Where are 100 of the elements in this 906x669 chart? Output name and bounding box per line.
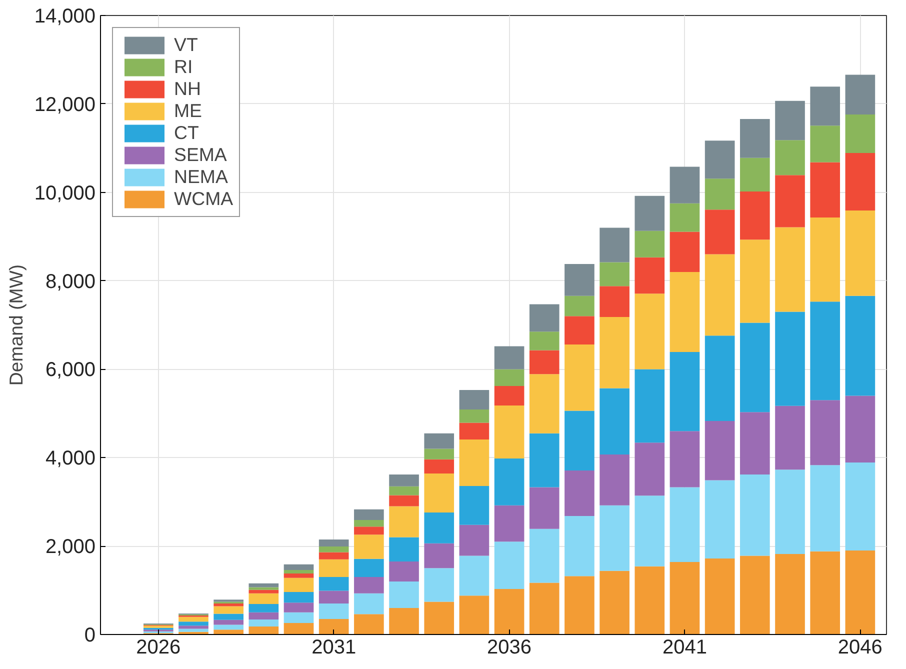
bar bbox=[670, 166, 700, 204]
bar bbox=[494, 405, 524, 459]
bar bbox=[704, 140, 735, 179]
bar bbox=[845, 114, 876, 154]
bar bbox=[248, 604, 279, 612]
bar bbox=[529, 374, 560, 434]
bar bbox=[354, 577, 384, 594]
bar bbox=[564, 516, 594, 576]
bar bbox=[354, 558, 384, 578]
bar bbox=[424, 448, 454, 460]
bar bbox=[670, 272, 700, 352]
bar bbox=[284, 573, 314, 578]
bar bbox=[318, 577, 349, 591]
bar bbox=[284, 623, 314, 634]
bar bbox=[459, 524, 490, 556]
bar bbox=[214, 620, 244, 625]
bar bbox=[354, 593, 384, 614]
bar bbox=[845, 550, 876, 634]
bar bbox=[318, 604, 349, 620]
bar bbox=[810, 400, 840, 466]
bar bbox=[529, 528, 560, 583]
y-tick-label: 8,000 bbox=[45, 270, 96, 293]
bar bbox=[354, 534, 384, 559]
bar bbox=[564, 410, 594, 470]
bar bbox=[214, 630, 244, 634]
bar bbox=[529, 332, 560, 350]
bar bbox=[178, 626, 208, 629]
bar bbox=[424, 602, 454, 634]
legend-label: SEMA bbox=[174, 144, 227, 166]
bar bbox=[670, 431, 700, 488]
bar bbox=[810, 162, 840, 218]
y-tick-label: 12,000 bbox=[34, 94, 96, 116]
bar bbox=[494, 346, 524, 370]
bar bbox=[634, 294, 665, 370]
bar bbox=[670, 352, 700, 432]
bar bbox=[704, 420, 735, 480]
bar bbox=[704, 480, 735, 558]
bar bbox=[354, 520, 384, 527]
bar bbox=[178, 622, 208, 626]
legend-label: CT bbox=[174, 122, 199, 144]
bar bbox=[459, 486, 490, 525]
bar bbox=[494, 588, 524, 634]
bar bbox=[389, 581, 419, 608]
bar bbox=[248, 612, 279, 620]
bar bbox=[600, 505, 630, 571]
bar bbox=[248, 626, 279, 634]
bar bbox=[459, 556, 490, 596]
bar bbox=[248, 593, 279, 604]
bar bbox=[775, 175, 805, 228]
bar bbox=[529, 350, 560, 374]
y-tick-label: 4,000 bbox=[45, 448, 96, 470]
bar bbox=[318, 559, 349, 578]
bar bbox=[670, 232, 700, 272]
bar bbox=[810, 465, 840, 552]
x-tick-label: 2041 bbox=[662, 636, 707, 658]
bar bbox=[704, 210, 735, 254]
bar bbox=[494, 542, 524, 589]
bar bbox=[634, 566, 665, 634]
bar bbox=[318, 590, 349, 604]
legend-label: WCMA bbox=[174, 188, 234, 210]
legend-label: RI bbox=[174, 56, 194, 78]
bar bbox=[318, 539, 349, 547]
legend-label: ME bbox=[174, 100, 202, 122]
bar bbox=[564, 470, 594, 516]
bar bbox=[600, 454, 630, 506]
bar bbox=[529, 304, 560, 332]
bar bbox=[529, 487, 560, 529]
bar bbox=[740, 474, 770, 556]
bar bbox=[248, 583, 279, 588]
bar bbox=[284, 602, 314, 612]
y-tick-label: 14,000 bbox=[34, 6, 96, 28]
bar bbox=[810, 302, 840, 400]
bar bbox=[564, 296, 594, 316]
bar bbox=[354, 509, 384, 520]
bar bbox=[600, 317, 630, 388]
bar bbox=[459, 390, 490, 410]
bar bbox=[845, 462, 876, 550]
bar bbox=[494, 505, 524, 542]
bar bbox=[214, 624, 244, 630]
bar bbox=[459, 440, 490, 486]
bar bbox=[318, 552, 349, 560]
bar bbox=[845, 396, 876, 463]
bar bbox=[459, 422, 490, 440]
bar bbox=[214, 606, 244, 614]
bar bbox=[704, 336, 735, 421]
bar bbox=[775, 554, 805, 634]
bar bbox=[600, 262, 630, 286]
bar bbox=[634, 196, 665, 231]
bar bbox=[178, 628, 208, 632]
bar bbox=[775, 100, 805, 140]
bar bbox=[845, 153, 876, 210]
bar bbox=[389, 474, 419, 486]
bar bbox=[634, 442, 665, 496]
bar bbox=[318, 619, 349, 634]
bar bbox=[810, 126, 840, 162]
bar bbox=[845, 296, 876, 396]
x-tick-label: 2026 bbox=[136, 636, 181, 658]
bar bbox=[775, 140, 805, 176]
bar bbox=[424, 512, 454, 544]
bar bbox=[775, 470, 805, 554]
